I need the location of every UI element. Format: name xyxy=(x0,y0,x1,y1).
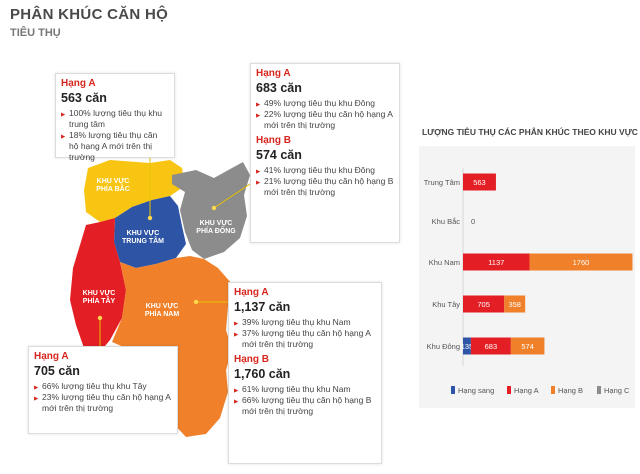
segment-label: Hạng A xyxy=(256,68,291,79)
stat-line: 66% lượng tiêu thụ căn hộ hạng B mới trê… xyxy=(234,395,376,417)
data-label: 1137 xyxy=(488,258,504,267)
stat-line: 41% lượng tiêu thụ khu Đông xyxy=(256,165,394,178)
bar-segment xyxy=(510,337,545,355)
marker-nam xyxy=(193,299,199,305)
region-label-dong: KHU VỰC PHÍA ĐÔNG xyxy=(196,220,236,235)
stat-line: 22% lượng tiêu thụ căn hộ hạng A mới trê… xyxy=(256,109,394,131)
unit-count: 683 căn xyxy=(256,81,302,95)
unit-count: 1,760 căn xyxy=(234,367,291,381)
segment-label: Hạng A xyxy=(234,287,269,298)
data-label: 683 xyxy=(485,342,498,351)
bar-segment xyxy=(463,253,530,271)
segment-label: Hạng A xyxy=(61,78,96,89)
legend-entry: Hạng sang xyxy=(458,386,494,395)
data-label: 1760 xyxy=(573,258,590,267)
legend-entry: Hạng B xyxy=(558,386,583,395)
zero-label: 0 xyxy=(471,217,475,226)
marker-trung-tam xyxy=(147,215,153,221)
chart-panel xyxy=(419,146,635,408)
legend-swatch xyxy=(451,386,455,394)
info-box-tay: Hạng A 705 căn 66% lượng tiêu thụ khu Tâ… xyxy=(28,346,178,434)
region-tay[interactable] xyxy=(70,218,126,352)
category-label: Trung Tâm xyxy=(424,178,460,187)
data-label: 705 xyxy=(477,300,490,309)
stat-line: 21% lượng tiêu thụ căn hộ hạng B mới trê… xyxy=(256,176,394,198)
legend-swatch xyxy=(507,386,511,394)
region-label-trung-tam: KHU VỰC TRUNG TÂM xyxy=(122,230,164,245)
stat-line: 23% lượng tiêu thụ căn hộ hạng A mới trê… xyxy=(34,392,172,414)
legend-entry: Hạng A xyxy=(514,386,539,395)
bar-segment xyxy=(529,253,633,271)
info-box-dong: Hạng A 683 căn 49% lượng tiêu thụ khu Đô… xyxy=(250,63,400,243)
region-bac[interactable] xyxy=(84,160,185,222)
region-label-tay: KHU VỰC PHÍA TÂY xyxy=(82,290,116,305)
unit-count: 574 căn xyxy=(256,148,302,162)
region-label-bac: KHU VỰC PHÍA BẮC xyxy=(96,178,130,193)
stat-line: 37% lượng tiêu thụ căn hộ hạng A mới trê… xyxy=(234,328,376,350)
page-subtitle: TIÊU THỤ xyxy=(10,27,61,39)
marker-dong xyxy=(211,205,217,211)
bar-segment xyxy=(463,173,496,191)
segment-label: Hạng A xyxy=(34,351,69,362)
region-dong[interactable] xyxy=(172,162,250,259)
bar-segment xyxy=(463,337,471,355)
legend-swatch xyxy=(597,386,601,394)
unit-count: 705 căn xyxy=(34,364,80,378)
legend-swatch xyxy=(551,386,555,394)
stat-line: 49% lượng tiêu thụ khu Đông xyxy=(256,98,394,111)
category-label: Khu Đông xyxy=(427,342,460,351)
region-trung-tam[interactable] xyxy=(114,196,186,268)
region-label-nam: KHU VỰC PHÍA NAM xyxy=(144,303,180,318)
connector-dong xyxy=(213,183,251,209)
unit-count: 563 căn xyxy=(61,91,107,105)
category-label: Khu Bắc xyxy=(432,217,461,226)
segment-label: Hạng B xyxy=(234,354,269,365)
stat-line: 100% lượng tiêu thụ khu trung tâm xyxy=(61,108,169,130)
category-label: Khu Tây xyxy=(432,300,460,309)
category-label: Khu Nam xyxy=(429,258,460,267)
stat-line: 66% lượng tiêu thụ khu Tây xyxy=(34,381,172,394)
stat-line: 18% lượng tiêu thụ căn hộ hạng A mới trê… xyxy=(61,130,169,163)
info-box-nam: Hạng A 1,137 căn 39% lượng tiêu thụ khu … xyxy=(228,282,382,464)
bar-segment xyxy=(470,337,511,355)
data-label: 563 xyxy=(473,178,486,187)
unit-count: 1,137 căn xyxy=(234,300,291,314)
stat-line: 61% lượng tiêu thụ khu Nam xyxy=(234,384,376,397)
info-box-trung-tam: Hạng A 563 căn 100% lượng tiêu thụ khu t… xyxy=(55,73,175,162)
segment-label: Hạng B xyxy=(256,135,291,146)
page-title: PHÂN KHÚC CĂN HỘ xyxy=(10,6,169,23)
chart-title: LƯỢNG TIÊU THỤ CÁC PHÂN KHÚC THEO KHU VỰ… xyxy=(422,127,638,137)
marker-tay xyxy=(97,315,103,321)
stat-line: 39% lượng tiêu thụ khu Nam xyxy=(234,317,376,330)
bar-segment xyxy=(463,295,505,313)
stacked-bar-chart: Trung Tâm 563 Khu Bắc 0 Khu Nam 1137 1760 Khu T… xyxy=(424,168,633,395)
data-label: 135 xyxy=(461,342,474,351)
legend-entry: Hạng C xyxy=(604,386,630,395)
data-label: 574 xyxy=(521,342,534,351)
data-label: 358 xyxy=(508,300,521,309)
bar-segment xyxy=(504,295,526,313)
